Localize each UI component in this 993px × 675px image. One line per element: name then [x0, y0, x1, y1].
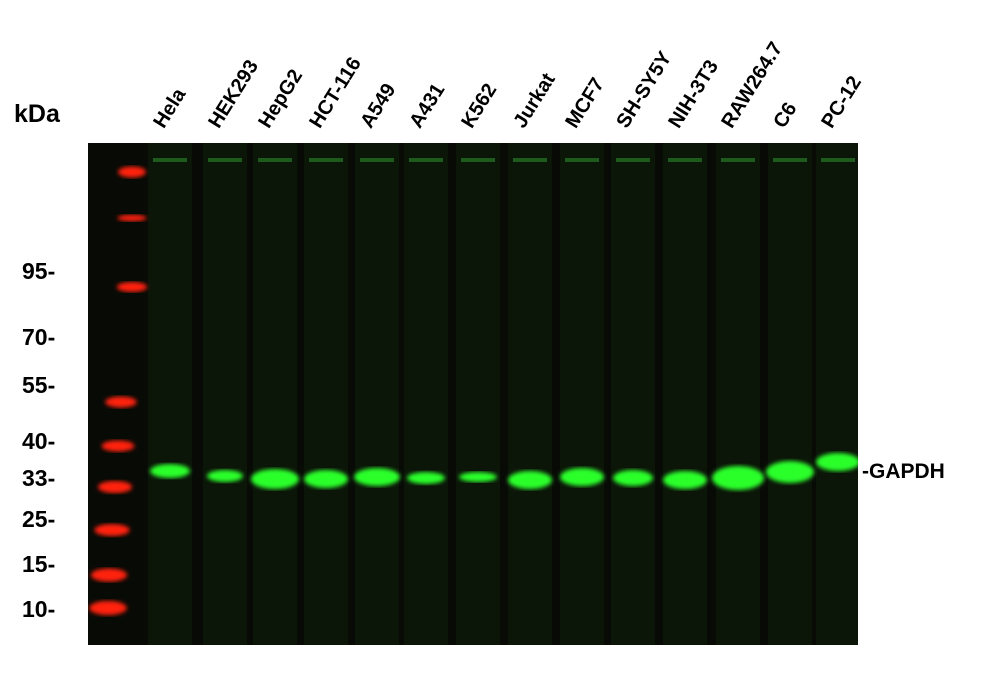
mw-marker-label: 10-	[22, 596, 56, 622]
well-band	[153, 158, 187, 162]
target-protein-label: -GAPDH	[862, 460, 945, 483]
lane-label: Hela	[149, 84, 191, 132]
well-band	[360, 158, 394, 162]
well-band	[773, 158, 807, 162]
lane-background	[203, 143, 247, 645]
kda-unit-label: kDa	[14, 100, 60, 128]
gapdh-band	[560, 468, 604, 486]
ladder-band	[117, 214, 147, 222]
gapdh-band	[304, 470, 348, 488]
gapdh-band	[207, 470, 243, 482]
lane-label: Jurkat	[509, 69, 560, 132]
lane-background	[355, 143, 399, 645]
lane-background	[611, 143, 655, 645]
well-band	[409, 158, 443, 162]
gapdh-band	[508, 471, 552, 489]
well-band	[258, 158, 292, 162]
lane-label: PC-12	[817, 72, 867, 132]
lane-label: HepG2	[254, 65, 308, 132]
lane-label: MCF7	[561, 74, 609, 132]
lane-background	[304, 143, 348, 645]
gapdh-band	[354, 468, 400, 486]
lane-label: NIH-3T3	[664, 56, 724, 132]
ladder-band	[101, 440, 135, 452]
ladder-band	[90, 568, 128, 582]
gapdh-band	[150, 464, 190, 478]
lane-background	[404, 143, 448, 645]
mw-marker-label: 70-	[22, 324, 56, 350]
gapdh-band	[766, 461, 814, 483]
gapdh-band	[663, 471, 707, 489]
well-band	[616, 158, 650, 162]
ladder-band	[89, 600, 127, 616]
lane-label: C6	[769, 98, 802, 132]
ladder-band	[94, 523, 130, 537]
gapdh-band	[251, 469, 299, 489]
lane-background	[663, 143, 707, 645]
lane-background	[508, 143, 552, 645]
ladder-band	[105, 396, 137, 408]
ladder-band	[98, 480, 132, 494]
well-band	[513, 158, 547, 162]
ladder-band	[118, 166, 146, 178]
well-band	[721, 158, 755, 162]
lane-background	[253, 143, 297, 645]
ladder-band	[116, 282, 148, 292]
lane-background	[716, 143, 760, 645]
lane-background	[148, 143, 192, 645]
lane-label: A549	[356, 79, 401, 132]
mw-marker-label: 95-	[22, 258, 56, 284]
lane-background	[456, 143, 500, 645]
well-band	[208, 158, 242, 162]
lane-label: A431	[405, 79, 450, 132]
well-band	[668, 158, 702, 162]
lane-background	[768, 143, 812, 645]
gapdh-band	[712, 466, 764, 490]
lane-label: K562	[457, 79, 502, 132]
mw-marker-label: 25-	[22, 506, 56, 532]
well-band	[821, 158, 855, 162]
gapdh-band	[459, 472, 497, 482]
mw-marker-label: 33-	[22, 465, 56, 491]
well-band	[309, 158, 343, 162]
gapdh-band	[816, 453, 858, 471]
western-blot-image	[88, 143, 858, 645]
mw-marker-label: 55-	[22, 372, 56, 398]
mw-marker-label: 15-	[22, 551, 56, 577]
well-band	[461, 158, 495, 162]
well-band	[565, 158, 599, 162]
gapdh-band	[613, 470, 653, 486]
lane-background	[816, 143, 858, 645]
gapdh-band	[407, 472, 445, 484]
mw-marker-label: 40-	[22, 428, 56, 454]
lane-background	[560, 143, 604, 645]
